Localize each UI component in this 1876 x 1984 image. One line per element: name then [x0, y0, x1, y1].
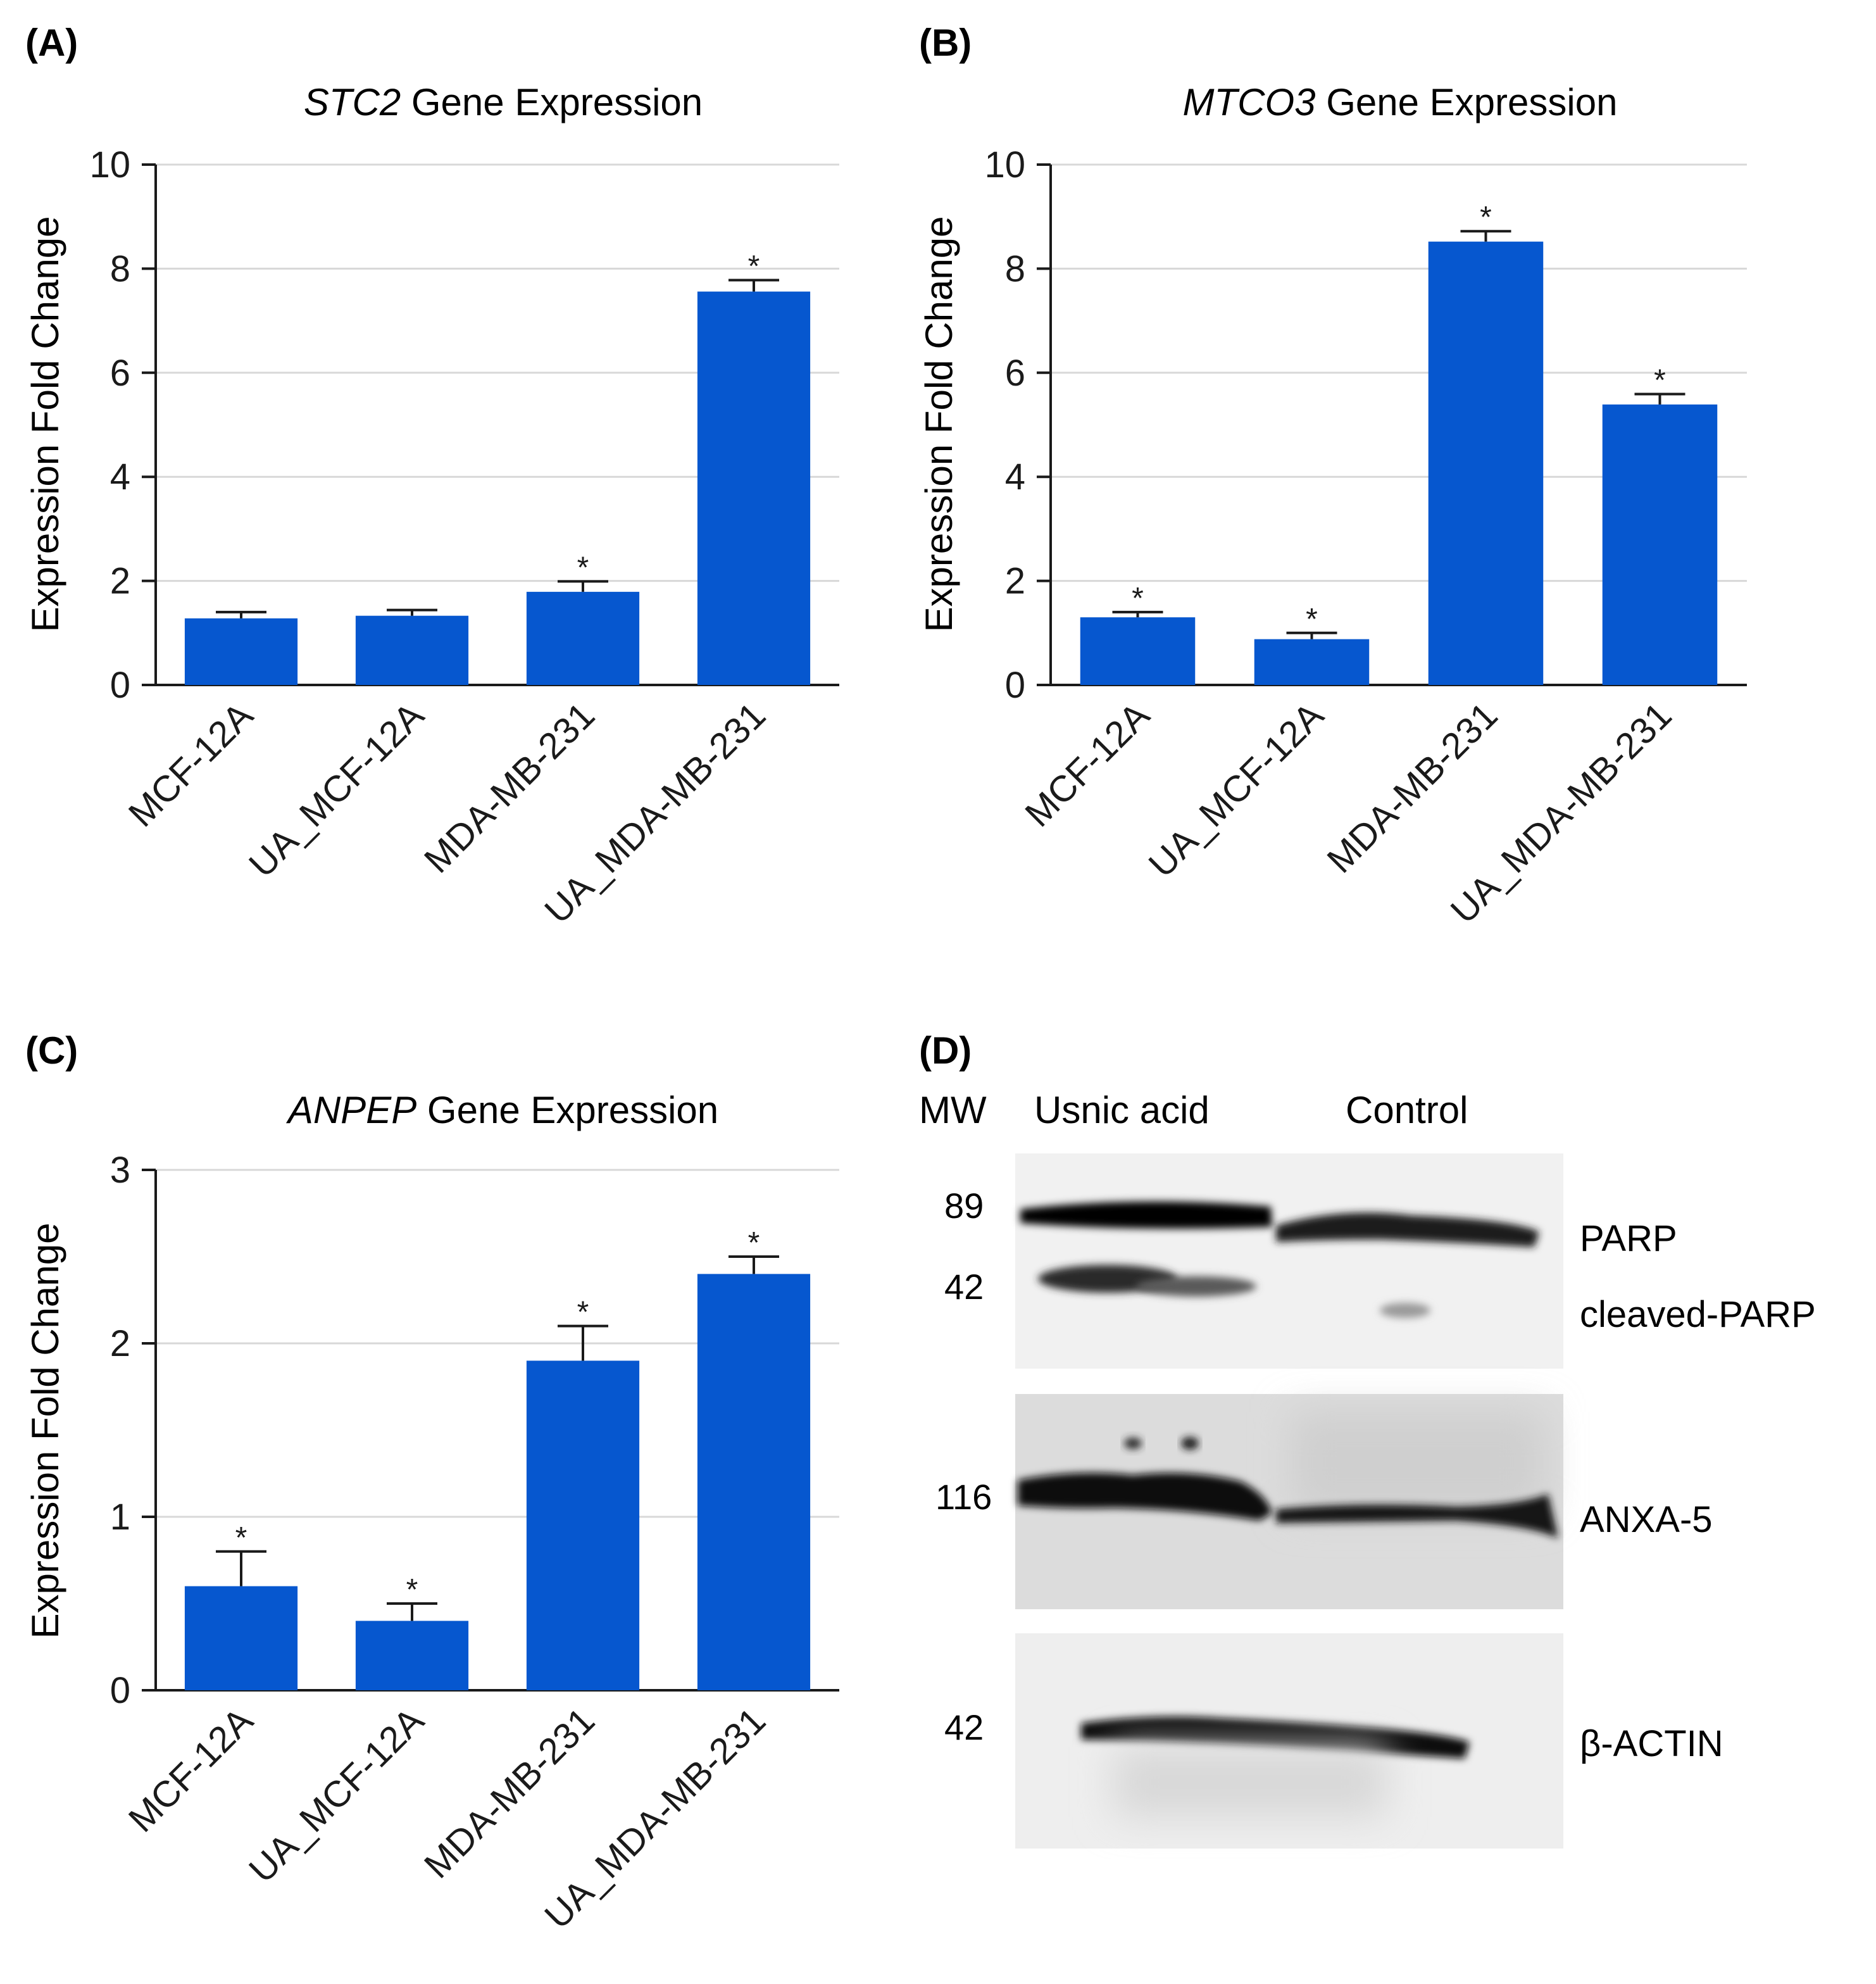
blot-membrane-anxa5 — [1015, 1394, 1563, 1609]
y-tick-label: 6 — [1005, 353, 1025, 394]
bar — [1254, 639, 1370, 685]
y-tick-label: 10 — [89, 144, 130, 185]
protein-label-cleaved-parp: cleaved-PARP — [1580, 1294, 1816, 1335]
significance-marker: * — [235, 1521, 247, 1555]
blot-membrane-parp — [1015, 1153, 1563, 1369]
y-tick-label: 2 — [110, 561, 130, 602]
x-tick-label: UA_MCF-12A — [1141, 694, 1331, 885]
chart-title-gene: STC2 — [304, 81, 401, 123]
y-tick-label: 10 — [984, 144, 1025, 185]
panel-label: (C) — [25, 1029, 78, 1072]
protein-label-beta-actin: β-ACTIN — [1580, 1723, 1723, 1764]
band-anxa5-control — [1276, 1494, 1558, 1538]
panel-label: (A) — [25, 22, 78, 64]
mw-header: MW — [919, 1089, 987, 1131]
significance-marker: * — [1132, 582, 1144, 615]
x-tick-label: UA_MCF-12A — [241, 1700, 432, 1890]
significance-marker: * — [577, 1296, 589, 1329]
y-tick-label: 0 — [110, 665, 130, 706]
significance-marker: * — [1480, 201, 1492, 234]
significance-marker: * — [406, 1573, 418, 1607]
significance-marker: * — [748, 1226, 760, 1260]
panel-label: (B) — [919, 22, 972, 64]
bar — [184, 618, 298, 685]
chart-title-rest: Gene Expression — [416, 1089, 718, 1131]
bar — [697, 1274, 811, 1690]
band-parp-usnic — [1020, 1201, 1272, 1229]
chart-title: STC2 Gene Expression — [304, 81, 703, 123]
x-tick-label: MCF-12A — [121, 694, 261, 835]
protein-label-parp: PARP — [1580, 1218, 1677, 1259]
x-tick-label: MDA-MB-231 — [416, 694, 603, 881]
bar — [526, 591, 640, 685]
lane-label-control: Control — [1346, 1089, 1468, 1131]
x-tick-label: MCF-12A — [121, 1700, 261, 1840]
y-tick-label: 3 — [110, 1150, 130, 1191]
chart-title-rest: Gene Expression — [401, 81, 703, 123]
plot-area: 0246810MCF-12AUA_MCF-12A*MDA-MB-231*UA_M… — [89, 144, 839, 931]
y-tick-label: 0 — [110, 1670, 130, 1711]
bar — [1080, 617, 1196, 685]
plot-area: 0123*MCF-12A*UA_MCF-12A*MDA-MB-231*UA_MD… — [110, 1150, 839, 1937]
bar — [1602, 404, 1718, 685]
panel-c-chart: (C) ANPEP Gene Expression Expression Fol… — [24, 1029, 839, 1937]
y-tick-label: 8 — [110, 248, 130, 289]
chart-title-gene: ANPEP — [286, 1089, 416, 1131]
chart-title: MTCO3 Gene Expression — [1183, 81, 1618, 123]
lane-label-usnic-acid: Usnic acid — [1034, 1089, 1210, 1131]
bar — [697, 291, 811, 685]
mw-marker-116: 116 — [935, 1477, 992, 1517]
y-axis-label: Expression Fold Change — [24, 1222, 66, 1638]
y-tick-label: 2 — [1005, 561, 1025, 602]
mw-marker-89: 89 — [944, 1186, 984, 1226]
mw-marker-42-cleaved: 42 — [944, 1267, 984, 1307]
band-cleaved-parp-usnic-2 — [1136, 1276, 1256, 1297]
y-tick-label: 1 — [110, 1497, 130, 1538]
y-tick-label: 2 — [110, 1323, 130, 1364]
panel-d-western-blot: (D) MW Usnic acid Control — [919, 1029, 1816, 1849]
x-tick-label: MDA-MB-231 — [416, 1700, 603, 1886]
bar — [1428, 241, 1544, 685]
significance-marker: * — [748, 249, 760, 283]
y-tick-label: 0 — [1005, 665, 1025, 706]
band-anxa5-upper-1 — [1124, 1438, 1142, 1449]
band-anxa5-upper-2 — [1181, 1437, 1199, 1450]
bar — [355, 615, 469, 685]
protein-label-anxa5: ANXA-5 — [1580, 1499, 1713, 1540]
significance-marker: * — [577, 551, 589, 584]
band-parp-control — [1276, 1212, 1539, 1247]
y-tick-label: 4 — [110, 456, 130, 498]
panel-label: (D) — [919, 1029, 972, 1072]
band-anxa5-usnic — [1018, 1472, 1272, 1521]
y-axis-label: Expression Fold Change — [24, 216, 66, 632]
mw-marker-42-actin: 42 — [944, 1707, 984, 1747]
significance-marker: * — [1654, 364, 1666, 398]
x-tick-label: MCF-12A — [1017, 694, 1158, 835]
chart-title-gene: MTCO3 — [1183, 81, 1316, 123]
blot-membrane-beta-actin — [1015, 1633, 1563, 1849]
x-tick-label: UA_MCF-12A — [241, 694, 432, 885]
x-tick-label: MDA-MB-231 — [1319, 694, 1505, 881]
chart-title: ANPEP Gene Expression — [286, 1089, 718, 1131]
plot-area: 0246810*MCF-12A*UA_MCF-12A*MDA-MB-231*UA… — [984, 144, 1747, 931]
bar — [355, 1621, 469, 1690]
panel-b-chart: (B) MTCO3 Gene Expression Expression Fol… — [918, 22, 1747, 931]
panel-a-chart: (A) STC2 Gene Expression Expression Fold… — [24, 22, 839, 931]
y-tick-label: 6 — [110, 353, 130, 394]
bar — [184, 1586, 298, 1690]
y-tick-label: 8 — [1005, 248, 1025, 289]
band-cleaved-parp-control — [1380, 1303, 1430, 1318]
significance-marker: * — [1306, 603, 1318, 636]
bar — [526, 1360, 640, 1690]
y-axis-label: Expression Fold Change — [918, 216, 960, 632]
y-tick-label: 4 — [1005, 456, 1025, 498]
chart-title-rest: Gene Expression — [1316, 81, 1618, 123]
